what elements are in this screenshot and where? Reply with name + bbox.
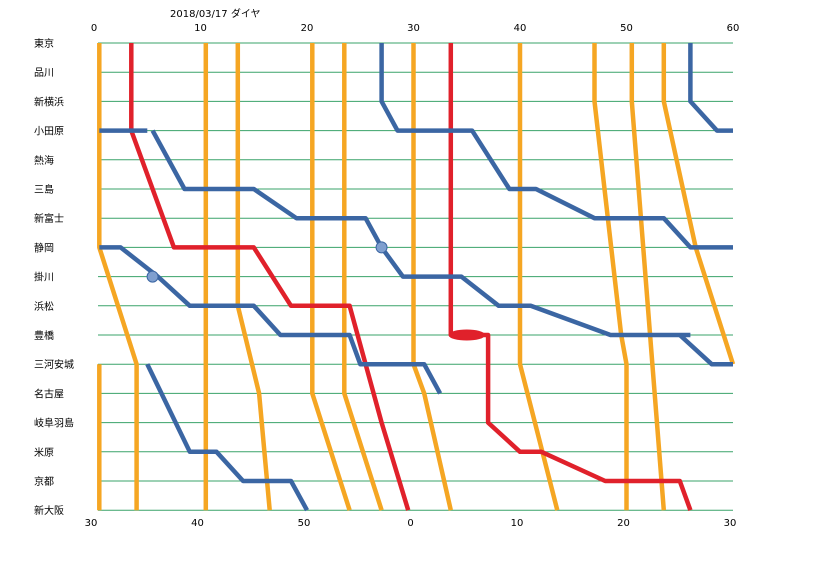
bottom-axis: 30 40 50 0 10 20 30	[85, 518, 737, 529]
train-lines	[97, 43, 736, 512]
station-label: 三島	[34, 183, 54, 196]
station-label: 名古屋	[34, 387, 64, 400]
bottom-tick-label: 30	[724, 518, 737, 529]
station-labels: 東京品川新横浜小田原熱海三島新富士静岡掛川浜松豊橋三河安城名古屋岐阜羽島米原京都…	[34, 37, 74, 517]
train-line-blue	[688, 43, 733, 133]
station-label: 豊橋	[34, 329, 54, 342]
top-tick-label: 40	[514, 23, 527, 34]
bottom-tick-label: 0	[407, 518, 413, 529]
train-line-red	[129, 43, 411, 511]
train-line-blue	[145, 363, 309, 512]
station-label: 米原	[34, 446, 54, 459]
station-label: 小田原	[34, 126, 64, 138]
bottom-tick-label: 30	[85, 518, 98, 529]
train-line-orange	[411, 43, 453, 511]
train-line-orange	[235, 43, 272, 511]
station-label: 品川	[34, 67, 54, 79]
top-tick-label: 0	[91, 23, 97, 34]
train-line-orange	[310, 43, 352, 511]
station-label: 東京	[34, 37, 54, 50]
train-line-orange	[97, 43, 139, 511]
station-label: 三河安城	[34, 358, 74, 371]
markers	[146, 241, 485, 341]
top-tick-label: 60	[727, 23, 740, 34]
train-line-orange	[342, 43, 384, 511]
red-ellipse-marker	[448, 329, 485, 341]
train-line-blue	[678, 333, 733, 367]
station-label: 京都	[34, 475, 54, 488]
station-label: 掛川	[34, 271, 54, 284]
station-label: 岐阜羽島	[34, 417, 74, 430]
station-marker	[146, 270, 159, 283]
station-label: 熱海	[34, 154, 54, 167]
train-line-orange	[517, 43, 560, 511]
station-marker	[375, 241, 388, 254]
station-label: 浜松	[34, 300, 54, 313]
chart-title: 2018/03/17 ダイヤ	[170, 7, 261, 20]
train-line-orange	[661, 43, 736, 365]
train-line-blue	[99, 245, 443, 395]
top-tick-label: 10	[194, 23, 207, 34]
bottom-tick-label: 40	[191, 518, 204, 529]
station-label: 新横浜	[34, 95, 64, 108]
top-axis: 0 10 20 30 40 50 60	[91, 23, 740, 34]
bottom-tick-label: 20	[617, 518, 630, 529]
station-label: 静岡	[34, 241, 54, 254]
bottom-tick-label: 50	[298, 518, 311, 529]
top-tick-label: 30	[407, 23, 420, 34]
top-tick-label: 50	[620, 23, 633, 34]
train-line-orange	[629, 43, 667, 511]
bottom-tick-label: 10	[511, 518, 524, 529]
train-line-blue	[150, 129, 691, 338]
station-label: 新大阪	[34, 504, 64, 517]
top-tick-label: 20	[301, 23, 314, 34]
train-line-blue	[379, 43, 733, 250]
station-label: 新富士	[34, 212, 64, 225]
